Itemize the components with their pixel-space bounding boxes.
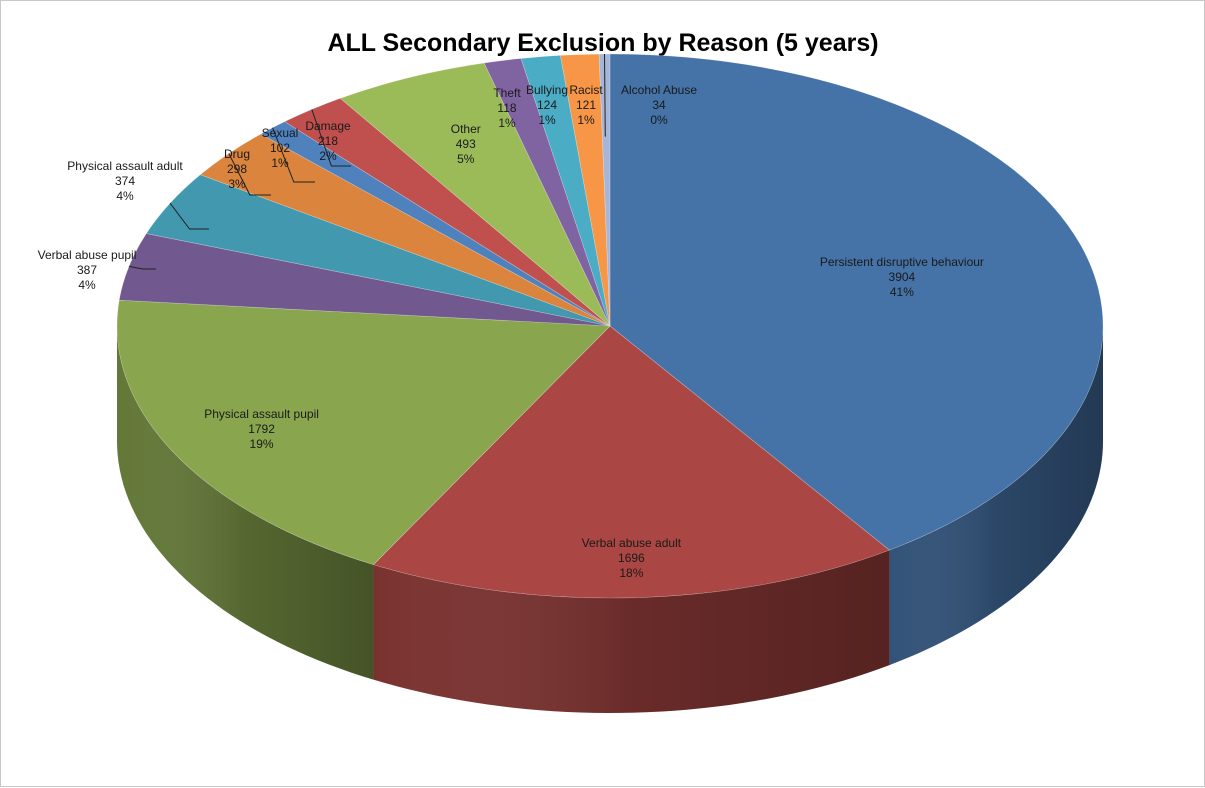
slice-percent-12: 0%: [650, 113, 668, 127]
slice-label-12: Alcohol Abuse 34 0%: [621, 83, 697, 127]
leader-line-7: [311, 109, 351, 167]
slice-label-2: Physical assault pupil 1792 19%: [204, 407, 319, 451]
slice-label-11: Racist: [569, 83, 603, 97]
slice-value-11: 121: [576, 98, 596, 112]
leader-line-3: [128, 265, 156, 270]
slice-percent-0: 41%: [890, 285, 914, 299]
slice-value-4: 374: [115, 174, 135, 188]
slice-value-2: 1792: [248, 422, 275, 436]
slice-label-1: Verbal abuse adult 1696 18%: [582, 536, 682, 580]
slice-labels: Persistent disruptive behaviour 3904 41% Ve…: [38, 83, 984, 580]
slice-value-1: 1696: [618, 551, 645, 565]
slice-value-8: 493: [456, 137, 476, 151]
slice-label-3: Verbal abuse pupil: [38, 248, 137, 262]
slice-value-12: 34: [652, 98, 666, 112]
leader-line-4: [169, 202, 209, 230]
slice-label-8: Other: [451, 122, 481, 136]
slice-label-5: Drug: [224, 147, 250, 161]
leader-line-5: [228, 153, 271, 196]
slice-percent-3: 4%: [78, 278, 96, 292]
slice-2: [116, 299, 611, 565]
slice-label-6: Sexual: [262, 126, 299, 140]
slice-1: [372, 325, 891, 599]
slice-label-4: Physical assault adult: [67, 159, 183, 173]
slice-value-6: 102: [270, 141, 290, 155]
slice-percent-2: 19%: [250, 437, 274, 451]
slice-side-shade-0: [889, 326, 1103, 666]
slice-label-9: Theft: [493, 86, 521, 100]
slice-percent-10: 1%: [538, 113, 556, 127]
slice-label-4: Physical assault adult 374 4%: [67, 159, 183, 203]
slice-label-6: Sexual 102 1%: [262, 126, 299, 170]
slice-label-11: Racist 121 1%: [569, 83, 603, 127]
leader-line-6: [272, 127, 315, 183]
slice-percent-11: 1%: [577, 113, 595, 127]
pie-tops: [116, 53, 1104, 599]
slice-0: [609, 53, 1104, 551]
slice-6: [260, 121, 611, 327]
slice-label-5: Drug 298 3%: [224, 147, 250, 191]
slice-value-9: 118: [497, 101, 516, 115]
slice-label-7: Damage 218 2%: [305, 119, 351, 163]
slice-label-9: Theft 118 1%: [493, 86, 521, 130]
slice-value-0: 3904: [889, 270, 916, 284]
slice-percent-8: 5%: [457, 152, 475, 166]
slice-side-shade-2: [117, 326, 374, 680]
slice-label-8: Other 493 5%: [451, 122, 481, 166]
slice-value-5: 298: [227, 162, 247, 176]
slice-value-3: 387: [77, 263, 97, 277]
slice-percent-7: 2%: [319, 149, 337, 163]
pie-sides: [117, 326, 1103, 713]
slice-percent-4: 4%: [116, 189, 134, 203]
slice-label-10: Bullying 124 1%: [526, 83, 568, 127]
slice-value-7: 218: [318, 134, 338, 148]
slice-percent-6: 1%: [271, 156, 289, 170]
leader-line-12: [604, 53, 606, 137]
slice-label-2: Physical assault pupil: [204, 407, 319, 421]
slice-percent-5: 3%: [228, 177, 246, 191]
slice-label-1: Verbal abuse adult: [582, 536, 682, 550]
slice-label-7: Damage: [305, 119, 351, 133]
slice-percent-9: 1%: [498, 116, 516, 130]
slice-label-0: Persistent disruptive behaviour: [820, 255, 984, 269]
slice-8: [339, 62, 611, 327]
slice-label-10: Bullying: [526, 83, 568, 97]
chart-title: ALL Secondary Exclusion by Reason (5 yea…: [327, 29, 878, 57]
slice-percent-1: 18%: [619, 566, 643, 580]
slice-11: [560, 53, 611, 327]
slice-label-3: Verbal abuse pupil 387 4%: [38, 248, 137, 292]
slice-side-shade-1: [373, 550, 890, 713]
slice-value-10: 124: [537, 98, 557, 112]
slice-9: [483, 58, 611, 327]
leader-lines: [128, 53, 606, 270]
slice-10: [520, 55, 611, 327]
slice-label-12: Alcohol Abuse: [621, 83, 697, 97]
slice-label-0: Persistent disruptive behaviour 3904 41%: [820, 255, 984, 299]
